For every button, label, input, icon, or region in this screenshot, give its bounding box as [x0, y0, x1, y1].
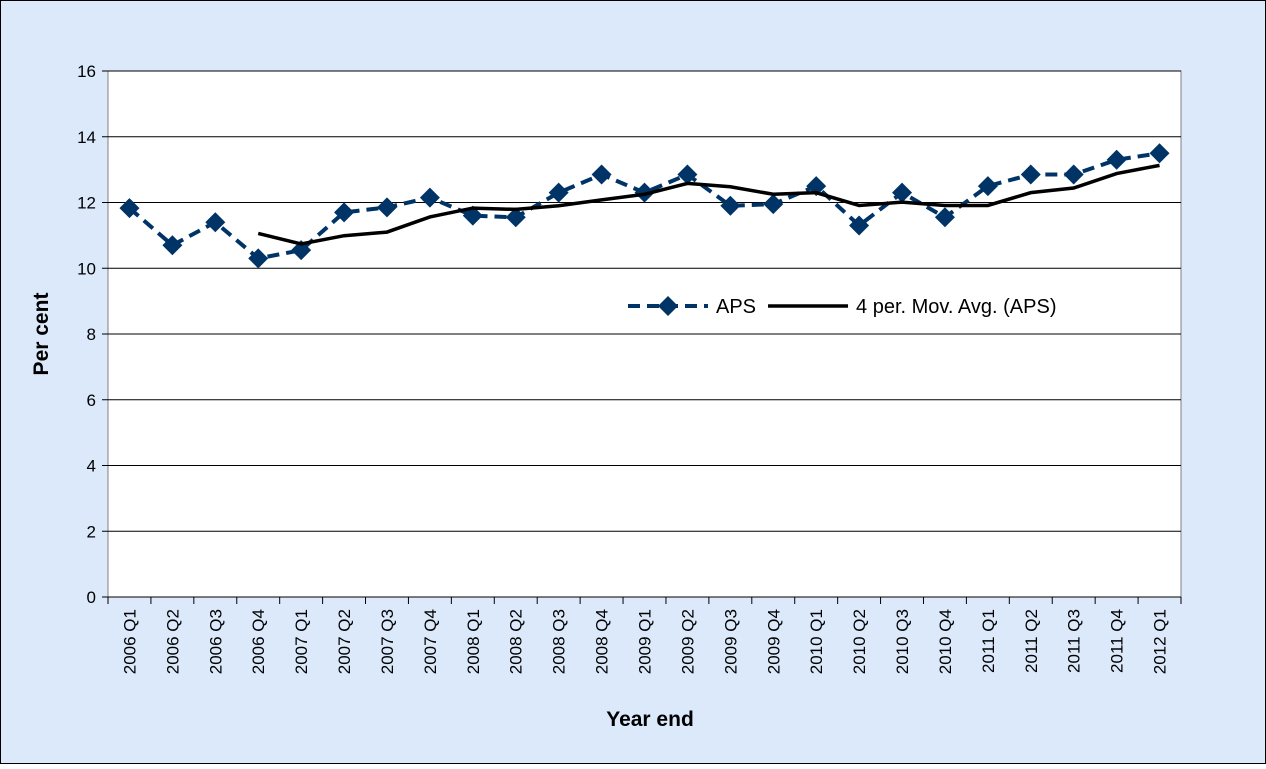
y-tick-label: 12	[77, 194, 96, 213]
x-tick-label: 2010 Q2	[850, 609, 869, 674]
x-tick-label: 2011 Q3	[1065, 609, 1084, 673]
y-tick-label: 10	[77, 259, 96, 278]
y-tick-label: 6	[87, 391, 96, 410]
point-marker	[205, 212, 226, 233]
x-tick-label: 2008 Q4	[593, 609, 612, 674]
point-marker	[291, 240, 312, 261]
point-marker	[334, 202, 355, 223]
point-marker	[591, 164, 612, 185]
x-axis-title: Year end	[606, 708, 694, 731]
x-tick-label: 2008 Q2	[507, 609, 526, 674]
point-marker	[720, 195, 741, 216]
point-marker	[977, 176, 998, 197]
y-tick-label: 16	[77, 62, 96, 81]
point-marker	[1106, 149, 1127, 170]
x-tick-label: 2008 Q3	[550, 609, 569, 674]
x-tick-label: 2009 Q2	[678, 609, 697, 674]
point-marker	[248, 248, 269, 269]
point-marker	[548, 182, 569, 203]
series-line	[257, 163, 1160, 246]
y-axis-title: Per cent	[30, 293, 53, 376]
x-tick-label: 2006 Q2	[163, 609, 182, 674]
y-tick-label: 8	[87, 325, 96, 344]
point-marker	[1149, 143, 1170, 164]
x-tick-label: 2007 Q1	[292, 609, 311, 674]
point-marker	[892, 182, 913, 203]
legend-marker	[658, 296, 678, 316]
legend-label: APS	[716, 296, 756, 318]
point-marker	[162, 235, 183, 256]
point-marker	[806, 176, 827, 197]
x-tick-label: 2011 Q4	[1108, 609, 1127, 673]
x-tick-label: 2011 Q1	[979, 609, 998, 673]
y-tick-label: 2	[87, 522, 96, 541]
x-tick-label: 2007 Q3	[378, 609, 397, 674]
legend-label: 4 per. Mov. Avg. (APS)	[856, 296, 1056, 318]
x-tick-label: 2007 Q2	[335, 609, 354, 674]
point-marker	[1020, 164, 1041, 185]
point-marker	[1063, 164, 1084, 185]
x-tick-label: 2007 Q4	[421, 609, 440, 674]
point-marker	[849, 215, 870, 236]
x-tick-label: 2012 Q1	[1151, 609, 1170, 674]
point-marker	[376, 197, 397, 218]
x-tick-label: 2009 Q3	[721, 609, 740, 674]
x-tick-label: 2009 Q1	[636, 609, 655, 674]
x-tick-label: 2011 Q2	[1022, 609, 1041, 673]
y-tick-label: 0	[87, 588, 96, 607]
x-tick-label: 2008 Q1	[464, 609, 483, 674]
x-tick-label: 2006 Q4	[249, 609, 268, 674]
y-tick-label: 14	[77, 128, 96, 147]
x-tick-label: 2009 Q4	[764, 609, 783, 674]
point-marker	[934, 207, 955, 228]
point-marker	[677, 164, 698, 185]
x-tick-label: 2006 Q1	[120, 609, 139, 674]
x-tick-label: 2010 Q4	[936, 609, 955, 674]
x-tick-label: 2010 Q3	[893, 609, 912, 674]
point-marker	[505, 207, 526, 228]
y-tick-label: 4	[87, 457, 96, 476]
x-tick-label: 2010 Q1	[807, 609, 826, 674]
point-marker	[119, 198, 140, 219]
point-marker	[763, 194, 784, 215]
x-tick-label: 2006 Q3	[206, 609, 225, 674]
point-marker	[419, 187, 440, 208]
